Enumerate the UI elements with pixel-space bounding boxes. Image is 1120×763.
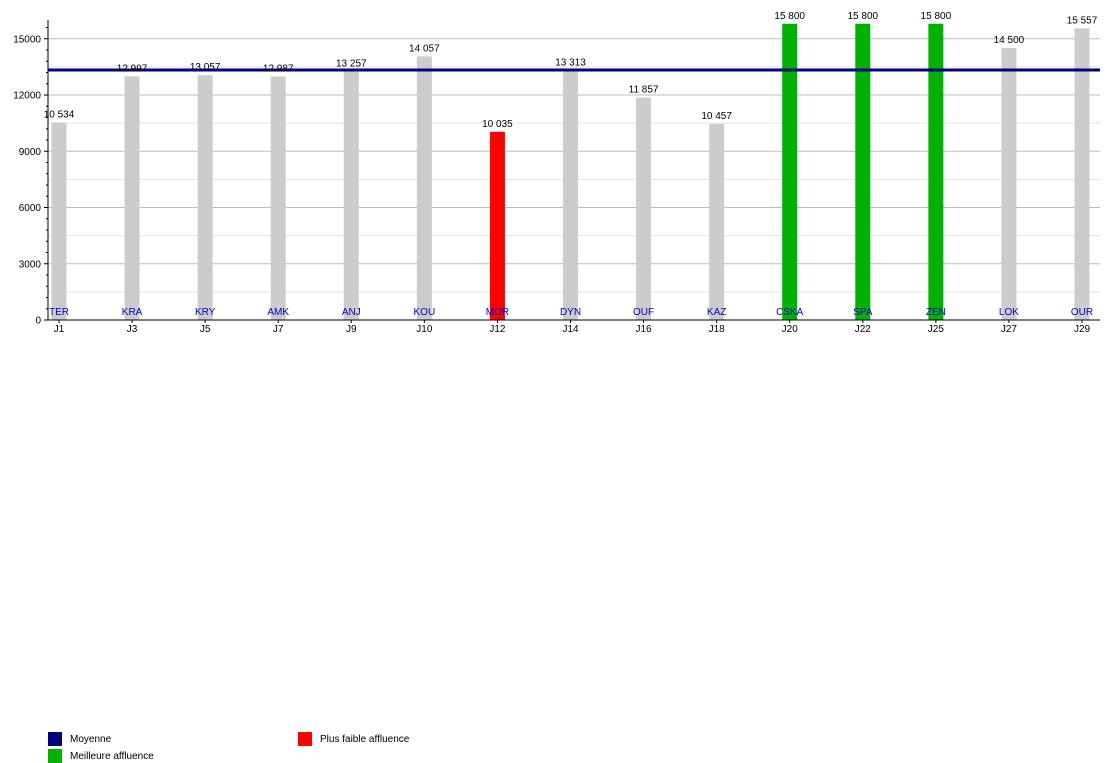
x-tick-label: J1 <box>54 324 65 335</box>
legend-swatch-average <box>48 732 62 746</box>
x-tick-label: J29 <box>1074 324 1091 335</box>
y-tick-label: 6000 <box>19 203 42 214</box>
value-label: 13 057 <box>190 62 221 73</box>
legend-item-highest: Meilleure affluence <box>48 749 154 763</box>
opponent-label: KAZ <box>707 307 726 318</box>
y-tick-label: 0 <box>35 316 41 327</box>
legend-item-lowest: Plus faible affluence <box>298 732 409 746</box>
opponent-label: KOU <box>414 307 436 318</box>
bar-J12 <box>489 131 505 320</box>
x-tick-label: J22 <box>855 324 872 335</box>
value-label: 10 035 <box>482 119 513 130</box>
opponent-label: DYN <box>560 307 581 318</box>
bar-J22 <box>855 23 871 320</box>
axis-layer: 0 3000 6000 9000 12000 15000 J1 J3 J5 J7 J9 J10 J12 J… <box>13 20 1100 335</box>
labels-layer: 10 534 TER 12 997 KRA 13 057 KRY 12 987 AMK 13 2… <box>44 11 1098 318</box>
value-label: 12 987 <box>263 63 294 74</box>
y-tick-label: 15000 <box>13 34 41 45</box>
bar-J27 <box>1001 48 1017 320</box>
bar-J5 <box>197 75 213 321</box>
bar-J10 <box>416 56 432 321</box>
opponent-label: ANJ <box>342 307 361 318</box>
opponent-label: SPA <box>853 307 873 318</box>
bar-J9 <box>343 71 359 321</box>
x-tick-label: J9 <box>346 324 357 335</box>
value-label: 15 800 <box>774 11 805 22</box>
legend-item-average: Moyenne <box>48 732 111 746</box>
value-label: 14 500 <box>994 35 1025 46</box>
bar-J29 <box>1074 28 1090 321</box>
x-tick-label: J18 <box>709 324 726 335</box>
value-label: 13 257 <box>336 58 367 69</box>
opponent-label: OUR <box>1071 307 1093 318</box>
bar-J7 <box>270 76 286 321</box>
x-tick-label: J16 <box>636 324 653 335</box>
bar-J20 <box>782 23 798 320</box>
value-label: 13 313 <box>555 57 586 68</box>
opponent-label: CSKA <box>776 307 804 318</box>
x-tick-label: J27 <box>1001 324 1018 335</box>
opponent-label: OUF <box>633 307 654 318</box>
value-label: 10 457 <box>701 111 732 122</box>
bar-J14 <box>563 70 578 320</box>
opponent-label: TER <box>49 307 69 318</box>
attendance-chart: 10 534 TER 12 997 KRA 13 057 KRY 12 987 AMK 13 2… <box>13 11 1100 763</box>
opponent-label: KRA <box>122 307 143 318</box>
value-label: 15 800 <box>847 11 878 22</box>
bar-J25 <box>928 23 944 320</box>
x-tick-label: J12 <box>489 324 506 335</box>
x-tick-label: J5 <box>200 324 211 335</box>
x-tick-label: J14 <box>562 324 579 335</box>
legend-label-highest: Meilleure affluence <box>70 750 154 762</box>
value-label: 15 557 <box>1067 15 1098 26</box>
x-tick-label: J10 <box>416 324 433 335</box>
opponent-label: MOR <box>486 307 509 318</box>
value-label: 12 997 <box>117 63 148 74</box>
bars-layer <box>51 23 1090 321</box>
opponent-label: KRY <box>195 307 216 318</box>
legend-label-lowest: Plus faible affluence <box>320 733 410 745</box>
bar-J16 <box>636 97 652 321</box>
bar-J3 <box>124 76 140 321</box>
y-tick-label: 12000 <box>13 91 41 102</box>
x-tick-label: J25 <box>928 324 945 335</box>
opponent-label: LOK <box>999 307 1019 318</box>
x-tick-label: J3 <box>127 324 138 335</box>
legend-label-average: Moyenne <box>70 733 112 745</box>
value-label: 11 857 <box>629 85 659 96</box>
x-tick-label: J7 <box>273 324 284 335</box>
bar-J1 <box>51 122 67 320</box>
bar-J18 <box>709 123 725 321</box>
value-label: 10 534 <box>44 109 75 120</box>
chart-svg: 10 534 TER 12 997 KRA 13 057 KRY 12 987 AMK 13 2… <box>13 11 1100 335</box>
y-tick-label: 9000 <box>19 147 42 158</box>
x-tick-label: J20 <box>782 324 799 335</box>
value-label: 14 057 <box>409 43 440 54</box>
legend-swatch-lowest <box>298 732 312 746</box>
value-label: 15 800 <box>921 11 952 22</box>
opponent-label: ZEN <box>926 307 946 318</box>
y-tick-label: 3000 <box>19 259 42 270</box>
legend-swatch-highest <box>48 749 62 763</box>
opponent-label: AMK <box>267 307 289 318</box>
